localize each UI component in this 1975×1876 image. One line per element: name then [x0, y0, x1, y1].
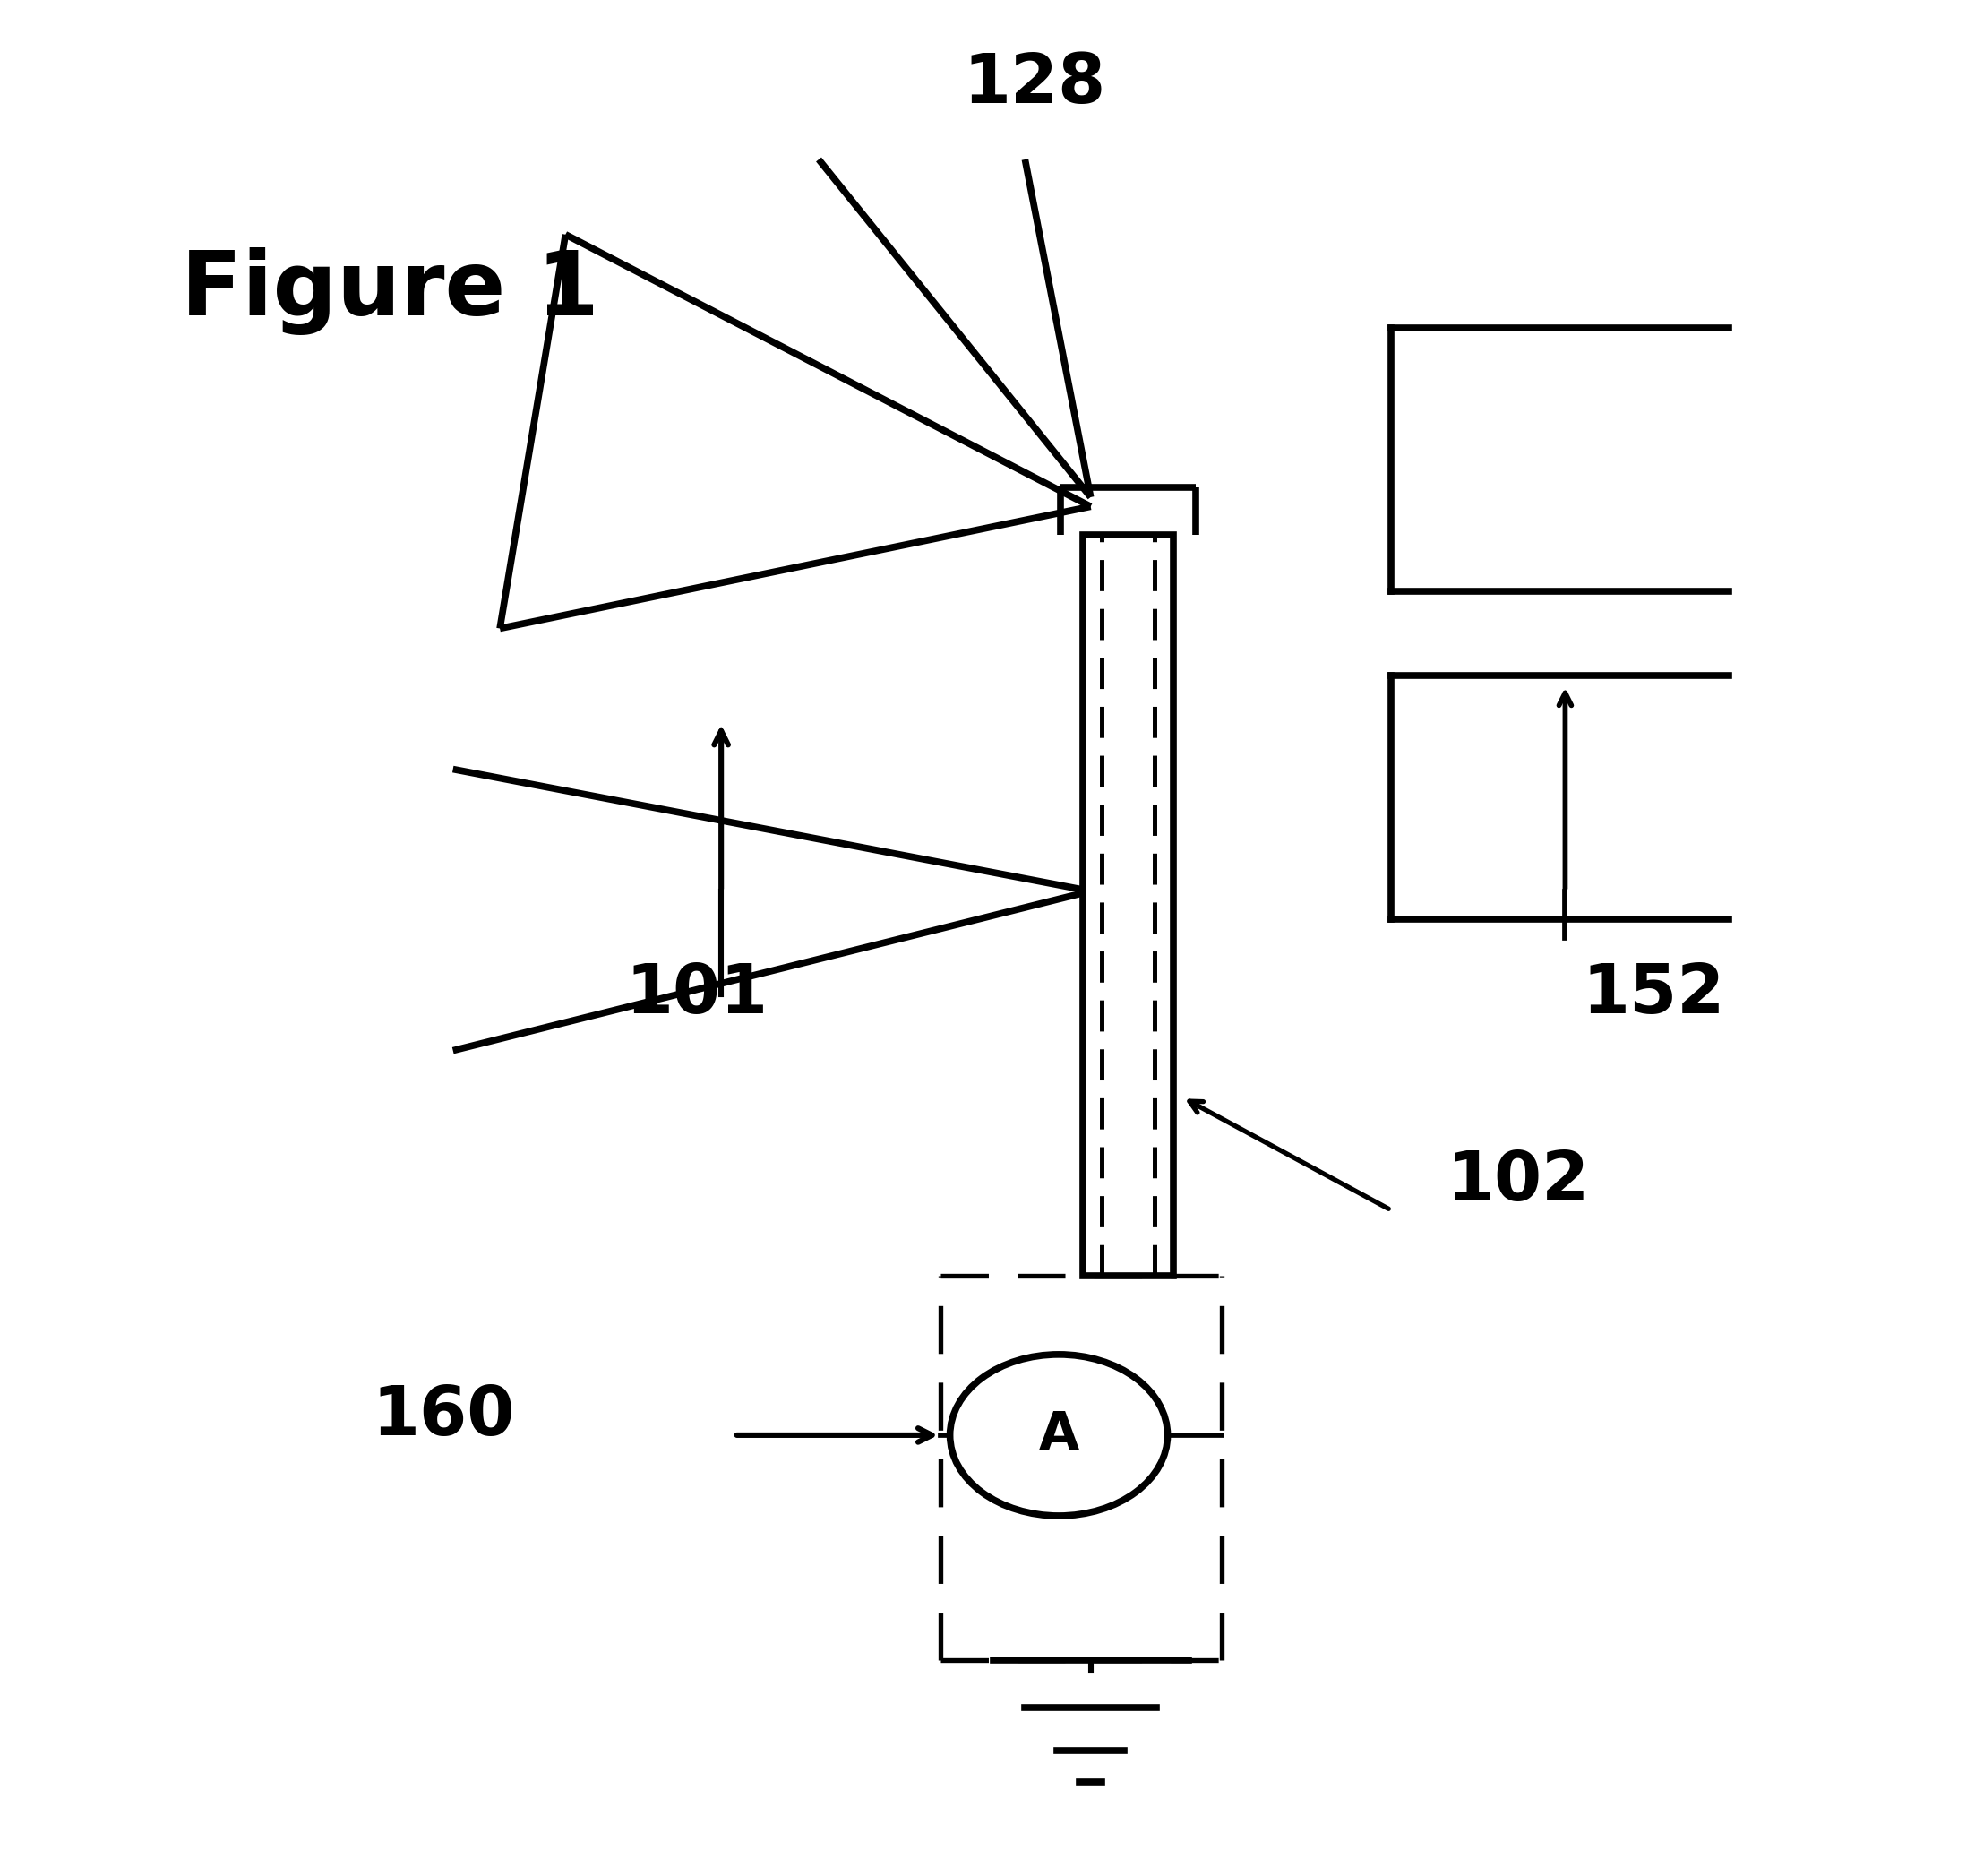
- Text: 102: 102: [1448, 1148, 1590, 1216]
- Text: A: A: [1039, 1409, 1078, 1461]
- Text: 160: 160: [371, 1383, 515, 1450]
- Text: 128: 128: [964, 51, 1106, 118]
- Bar: [1082, 535, 1173, 1276]
- Text: Figure 1: Figure 1: [182, 248, 598, 334]
- Text: 101: 101: [626, 961, 768, 1028]
- Text: 152: 152: [1582, 961, 1724, 1028]
